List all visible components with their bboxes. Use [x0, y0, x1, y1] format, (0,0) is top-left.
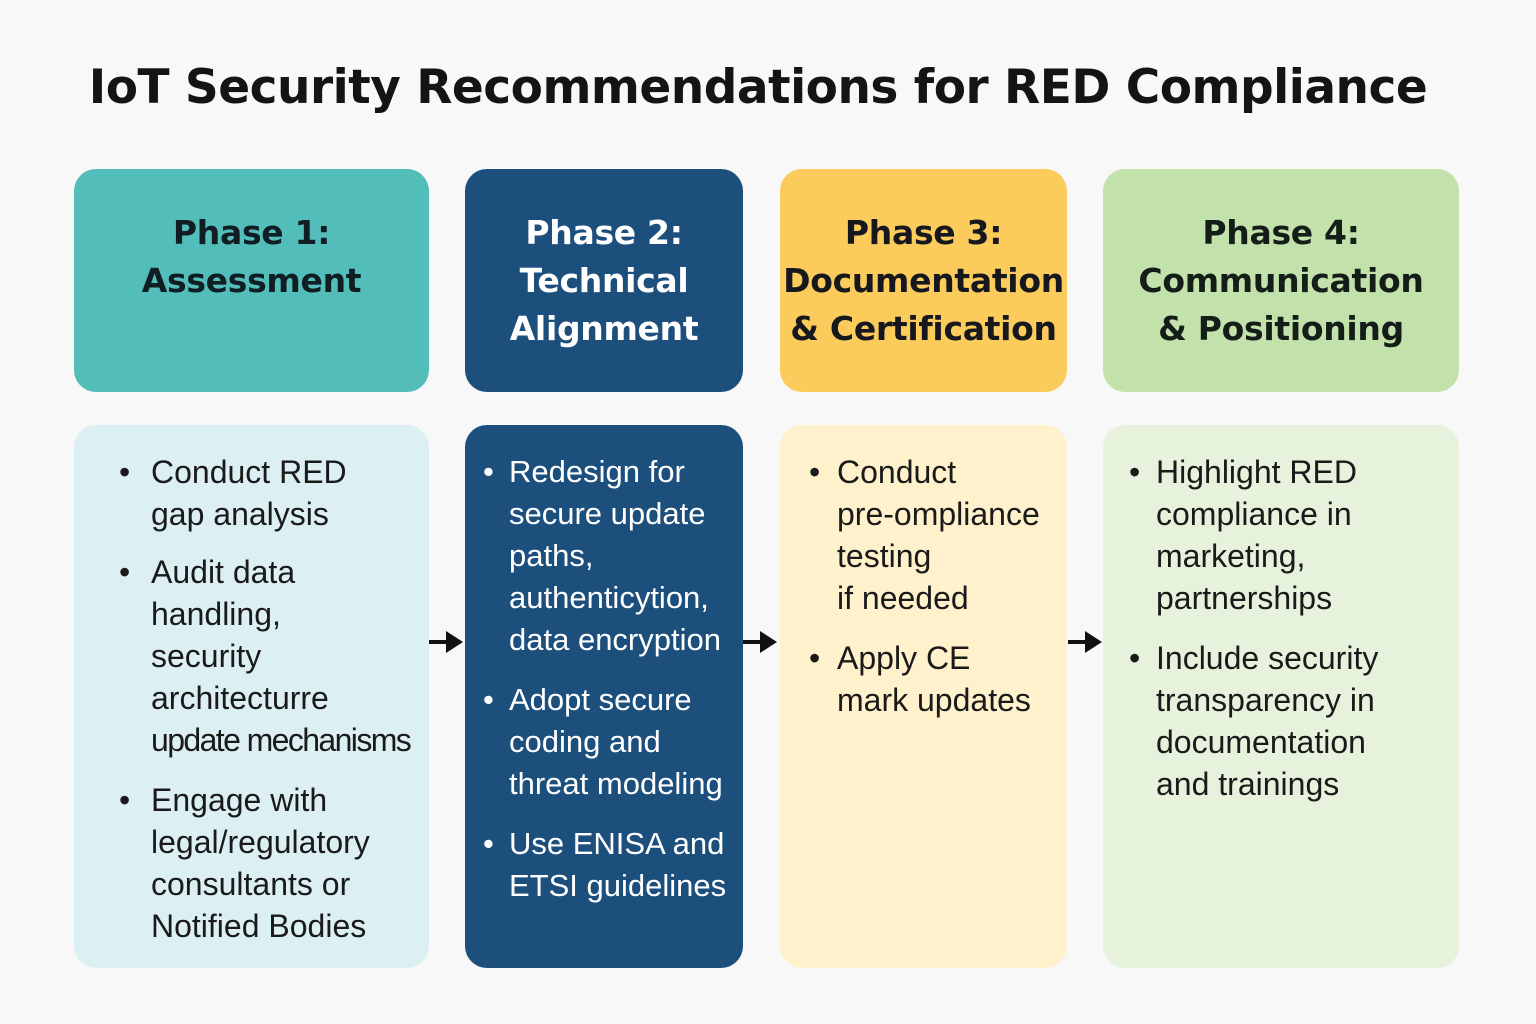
list-item-line: secure update — [509, 496, 706, 531]
phase-3-header-line: & Certification — [790, 309, 1057, 348]
phase-2-header-line: Technical — [519, 261, 689, 300]
list-item-line: and trainings — [1156, 766, 1340, 802]
list-item: • Conduct RED gap analysis — [74, 451, 429, 535]
list-item-line: architecturre — [151, 680, 329, 716]
bullet-icon: • — [119, 782, 131, 818]
list-item-line: gap analysis — [151, 496, 329, 532]
list-item-line: paths, — [509, 538, 594, 573]
phase-2-card: • Redesign for secure update paths, auth… — [465, 425, 743, 968]
list-item-line: Use ENISA and — [509, 826, 725, 861]
phase-4-card: • Highlight RED compliance in marketing,… — [1103, 425, 1459, 968]
bullet-icon: • — [1129, 640, 1141, 676]
list-item: • Audit data handling, security architec… — [74, 551, 429, 761]
phase-1-card: • Conduct RED gap analysis • Audit data … — [74, 425, 429, 968]
list-item-line: legal/regulatory — [151, 824, 370, 860]
list-item-line: Adopt secure — [509, 682, 692, 717]
list-item-line: coding and — [509, 724, 661, 759]
bullet-icon: • — [809, 640, 821, 676]
bullet-icon: • — [483, 454, 494, 489]
phase-3-header: Phase 3: Documentation & Certification — [780, 169, 1067, 392]
list-item-line: Redesign for — [509, 454, 685, 489]
right-arrow-icon — [429, 631, 463, 653]
list-item-line: if needed — [837, 580, 969, 616]
list-item-line: testing — [837, 538, 932, 574]
page-title: IoT Security Recommendations for RED Com… — [88, 60, 1428, 115]
list-item: • Redesign for secure update paths, auth… — [465, 451, 743, 661]
list-item: • Adopt secure coding and threat modelin… — [465, 679, 743, 805]
right-arrow-icon — [1068, 631, 1102, 653]
list-item-line: transparency in — [1156, 682, 1375, 718]
list-item-line: threat modeling — [509, 766, 723, 801]
list-item: • Use ENISA and ETSI guidelines — [465, 823, 743, 907]
list-item-line: documentation — [1156, 724, 1366, 760]
list-item-line: handling, — [151, 596, 281, 632]
list-item-line: ETSI guidelines — [509, 868, 727, 903]
list-item: • Engage with legal/regulatory consultan… — [74, 779, 429, 947]
phase-1-header-line: Assessment — [141, 261, 362, 300]
list-item-line: Apply CE — [837, 640, 971, 676]
list-item-line: compliance in — [1156, 496, 1352, 532]
phase-4-header-line: Phase 4: — [1202, 213, 1360, 252]
list-item-line: Highlight RED — [1156, 454, 1357, 490]
phase-1-header: Phase 1: Assessment — [74, 169, 429, 392]
list-item-line: security — [151, 638, 262, 674]
list-item-line: data encryption — [509, 622, 721, 657]
phase-4-header-line: & Positioning — [1158, 309, 1404, 348]
phase-4-header: Phase 4: Communication & Positioning — [1103, 169, 1459, 392]
list-item-line: partnerships — [1156, 580, 1333, 616]
list-item-line: Include security — [1156, 640, 1379, 676]
bullet-icon: • — [809, 454, 821, 490]
bullet-icon: • — [119, 554, 131, 590]
phase-1-header-line: Phase 1: — [172, 213, 331, 252]
phase-3-card: • Conduct pre-ompliance testing if neede… — [780, 425, 1067, 968]
list-item-line: mark updates — [837, 682, 1031, 718]
list-item-line: authenticytion, — [509, 580, 709, 615]
bullet-icon: • — [483, 826, 494, 861]
bullet-icon: • — [483, 682, 494, 717]
list-item-line: update mechanisms — [151, 722, 412, 758]
phase-2-header-line: Phase 2: — [525, 213, 683, 252]
phase-3-header-line: Documentation — [783, 261, 1064, 300]
list-item-line: Conduct RED — [151, 454, 347, 490]
list-item: • Conduct pre-ompliance testing if neede… — [780, 451, 1067, 619]
bullet-icon: • — [119, 454, 131, 490]
bullet-icon: • — [1129, 454, 1141, 490]
list-item: • Include security transparency in docum… — [1103, 637, 1459, 805]
list-item-line: consultants or — [151, 866, 351, 902]
list-item: • Apply CE mark updates — [780, 637, 1067, 721]
list-item-line: Audit data — [151, 554, 296, 590]
list-item-line: Conduct — [837, 454, 957, 490]
phase-4-header-line: Communication — [1138, 261, 1424, 300]
right-arrow-icon — [743, 631, 777, 653]
list-item-line: Notified Bodies — [151, 908, 367, 944]
phase-2-header-line: Alignment — [509, 309, 699, 348]
list-item-line: pre-ompliance — [837, 496, 1040, 532]
phase-3-header-line: Phase 3: — [844, 213, 1003, 252]
list-item-line: Engage with — [151, 782, 328, 818]
phase-2-header: Phase 2: Technical Alignment — [465, 169, 743, 392]
list-item-line: marketing, — [1156, 538, 1306, 574]
list-item: • Highlight RED compliance in marketing,… — [1103, 451, 1459, 619]
